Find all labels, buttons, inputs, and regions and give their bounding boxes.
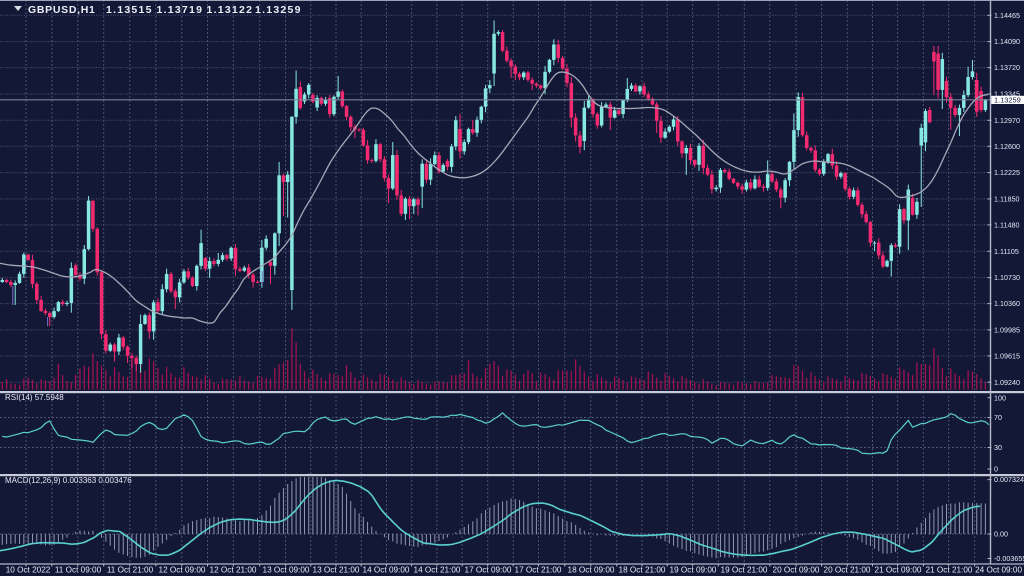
svg-text:20 Oct 09:00: 20 Oct 09:00 [773,566,820,575]
svg-text:13 Oct 21:00: 13 Oct 21:00 [313,566,360,575]
svg-text:24 Oct 09:00: 24 Oct 09:00 [975,566,1022,575]
svg-text:14 Oct 09:00: 14 Oct 09:00 [363,566,410,575]
svg-text:1.12970: 1.12970 [994,116,1020,125]
svg-text:20 Oct 21:00: 20 Oct 21:00 [824,566,871,575]
svg-text:1.09615: 1.09615 [994,352,1020,361]
svg-text:1.12225: 1.12225 [994,168,1020,177]
svg-text:1.13345: 1.13345 [994,90,1020,99]
svg-text:1.10360: 1.10360 [994,299,1020,308]
svg-text:1.11105: 1.11105 [994,247,1019,256]
svg-text:1.13515: 1.13515 [106,4,153,16]
svg-text:1.09985: 1.09985 [994,326,1020,335]
svg-text:1.11480: 1.11480 [994,221,1019,230]
svg-text:21 Oct 09:00: 21 Oct 09:00 [875,566,922,575]
svg-text:1.11850: 1.11850 [994,195,1019,204]
svg-text:100: 100 [994,393,1006,402]
svg-text:14 Oct 21:00: 14 Oct 21:00 [414,566,461,575]
svg-text:11 Oct 09:00: 11 Oct 09:00 [55,566,102,575]
svg-text:1.10730: 1.10730 [994,273,1020,282]
svg-text:21 Oct 21:00: 21 Oct 21:00 [926,566,973,575]
svg-text:10 Oct 2022: 10 Oct 2022 [6,566,51,575]
svg-text:13 Oct 09:00: 13 Oct 09:00 [263,566,310,575]
svg-text:17 Oct 09:00: 17 Oct 09:00 [465,566,512,575]
svg-text:-0.003655: -0.003655 [994,554,1024,563]
svg-text:1.09240: 1.09240 [994,378,1020,387]
svg-text:18 Oct 21:00: 18 Oct 21:00 [619,566,666,575]
svg-text:18 Oct 09:00: 18 Oct 09:00 [568,566,615,575]
svg-text:GBPUSD,H1: GBPUSD,H1 [28,4,96,16]
svg-text:0.00: 0.00 [994,530,1008,539]
svg-text:0: 0 [994,465,998,474]
svg-text:19 Oct 09:00: 19 Oct 09:00 [670,566,717,575]
svg-text:19 Oct 21:00: 19 Oct 21:00 [721,566,768,575]
svg-text:1.13719: 1.13719 [157,4,204,16]
svg-text:1.13259: 1.13259 [255,4,302,16]
svg-text:1.13122: 1.13122 [207,4,254,16]
svg-text:1.13259: 1.13259 [994,95,1021,104]
svg-text:17 Oct 21:00: 17 Oct 21:00 [515,566,562,575]
svg-text:1.14465: 1.14465 [994,11,1020,20]
svg-text:12 Oct 09:00: 12 Oct 09:00 [159,566,206,575]
svg-text:12 Oct 21:00: 12 Oct 21:00 [210,566,257,575]
svg-text:30: 30 [994,443,1002,452]
svg-text:MACD(12,26,9) 0.003363 0.00347: MACD(12,26,9) 0.003363 0.003476 [5,476,132,485]
svg-text:1.13720: 1.13720 [994,63,1020,72]
svg-text:0.007324: 0.007324 [994,475,1024,484]
svg-text:1.12600: 1.12600 [994,142,1020,151]
svg-text:RSI(14) 57.5948: RSI(14) 57.5948 [5,393,64,402]
svg-text:70: 70 [994,413,1002,422]
svg-text:1.14090: 1.14090 [994,37,1020,46]
svg-text:11 Oct 21:00: 11 Oct 21:00 [107,566,154,575]
